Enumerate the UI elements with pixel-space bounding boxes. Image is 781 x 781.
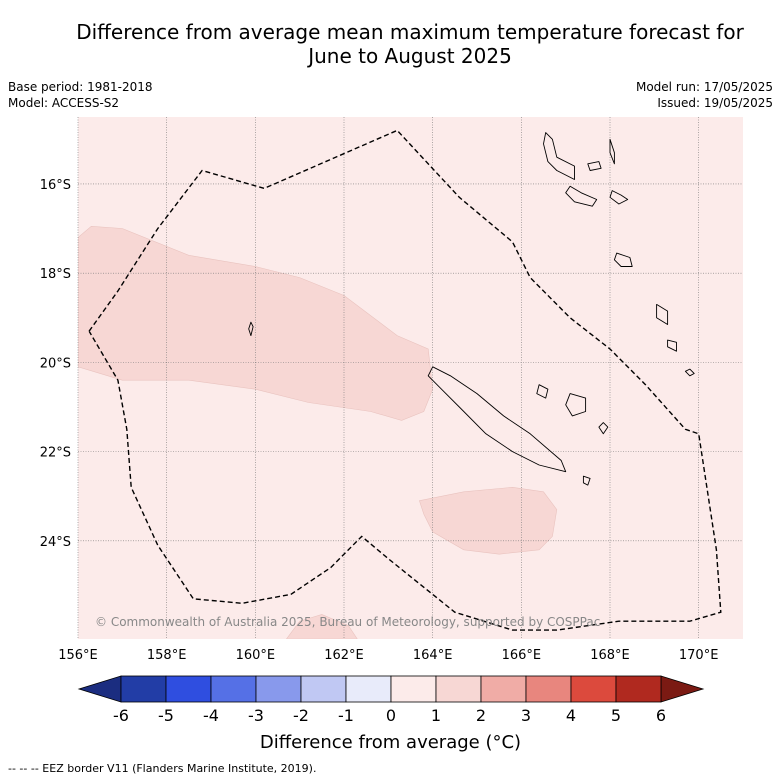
colorbar-swatch (120, 675, 167, 703)
island-coastline (565, 393, 587, 417)
copyright-notice: © Commonwealth of Australia 2025, Bureau… (95, 615, 600, 629)
meta-right: Model run: 17/05/2025 Issued: 19/05/2025 (636, 79, 773, 111)
island-coastline (536, 384, 549, 399)
colorbar-swatch (300, 675, 347, 703)
colorbar-swatch (165, 675, 212, 703)
lat-tick-label: 24°S (40, 535, 71, 550)
axis-ticks: 156°E 158°E 160°E 162°E 164°E 166°E 168°E 170°E… (40, 178, 719, 663)
lat-tick-label: 16°S (40, 178, 71, 193)
colorbar-tick-label: 3 (521, 706, 531, 725)
lon-tick-label: 170°E (679, 648, 719, 663)
colorbar-tick-label: 4 (566, 706, 576, 725)
island-coastline (667, 339, 677, 352)
colorbar-tick-label: -1 (338, 706, 354, 725)
colorbar-swatch (480, 675, 527, 703)
colorbar-swatch (615, 675, 662, 703)
colorbar-tick-label: -2 (293, 706, 309, 725)
anomaly-region-2 (419, 486, 558, 555)
colorbar-tick-label: 1 (431, 706, 441, 725)
meta-left: Base period: 1981-2018 Model: ACCESS-S2 (8, 79, 153, 111)
eez-legend-note: -- -- -- EEZ border V11 (Flanders Marine… (8, 762, 317, 775)
lat-tick-label: 22°S (40, 446, 71, 461)
colorbar-over-arrow (660, 675, 705, 703)
colorbar-tick-label: -3 (248, 706, 264, 725)
island-coastline (609, 138, 615, 165)
colorbar-tick-label: 5 (611, 706, 621, 725)
lon-tick-label: 158°E (147, 648, 187, 663)
colorbar-swatch (255, 675, 302, 703)
lon-tick-label: 156°E (58, 648, 98, 663)
model-run: Model run: 17/05/2025 (635, 80, 773, 94)
colorbar-swatch (345, 675, 392, 703)
colorbar: -6 -5 -4 -3 -2 -1 0 1 2 3 4 5 6 (77, 675, 705, 725)
base-period: Base period: 1981-2018 (8, 80, 153, 94)
colorbar-tick-label: 6 (656, 706, 666, 725)
island-coastline (565, 185, 598, 207)
eez-border-line (88, 129, 722, 631)
colorbar-tick-label: -5 (158, 706, 174, 725)
colorbar-swatch (570, 675, 617, 703)
coastlines (248, 132, 695, 486)
eez-border (88, 129, 722, 631)
colorbar-tick-label: 0 (386, 706, 396, 725)
title-line-2: June to August 2025 (308, 44, 512, 68)
colorbar-swatch (210, 675, 257, 703)
lat-tick-label: 20°S (40, 356, 71, 371)
lat-tick-label: 18°S (40, 267, 71, 282)
island-coastline (587, 161, 602, 171)
island-coastline (427, 366, 567, 473)
anomaly-region-3 (286, 614, 358, 639)
island-coastline (609, 190, 629, 205)
colorbar-tick-label: 2 (476, 706, 486, 725)
lon-tick-label: 168°E (590, 648, 630, 663)
lon-tick-label: 160°E (236, 648, 276, 663)
colorbar-tick-label: -6 (113, 706, 129, 725)
island-coastline (684, 368, 695, 377)
issued-date: Issued: 19/05/2025 (657, 96, 773, 110)
colorbar-title: Difference from average (°C) (259, 732, 522, 753)
colorbar-under-arrow (77, 675, 122, 703)
model-name: Model: ACCESS-S2 (8, 96, 120, 110)
lon-tick-label: 162°E (324, 648, 364, 663)
island-coastline (613, 252, 633, 267)
colorbar-swatch (525, 675, 572, 703)
gridlines (77, 117, 743, 639)
chart-title: Difference from average mean maximum tem… (40, 20, 780, 68)
lon-tick-label: 164°E (413, 648, 453, 663)
colorbar-tick-label: -4 (203, 706, 219, 725)
island-coastline (543, 132, 575, 180)
island-coastline (248, 321, 254, 337)
island-coastline (598, 422, 609, 435)
island-coastline (582, 475, 591, 486)
lon-tick-label: 166°E (502, 648, 542, 663)
colorbar-swatch (390, 675, 437, 703)
title-line-1: Difference from average mean maximum tem… (76, 20, 744, 44)
island-coastline (656, 303, 669, 325)
colorbar-swatch (435, 675, 482, 703)
